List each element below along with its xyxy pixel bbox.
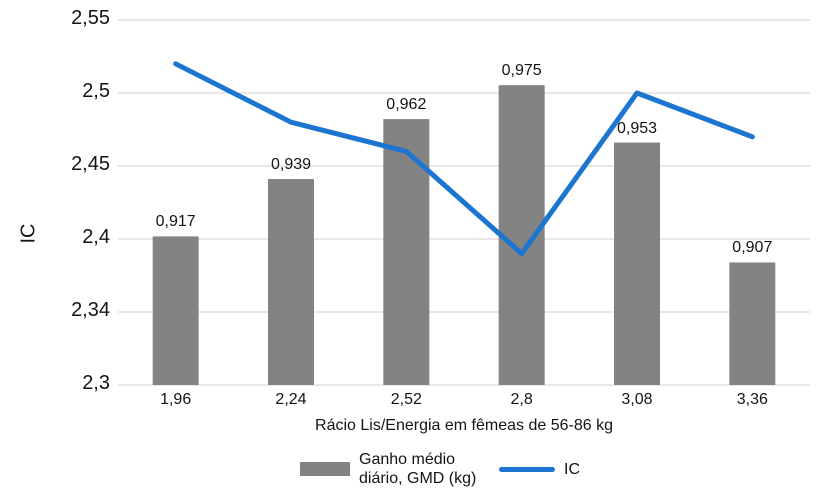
y-axis-title: IC	[17, 223, 40, 244]
bar-value-label: 0,975	[501, 62, 542, 80]
line-swatch-icon	[499, 466, 555, 472]
line-series	[173, 61, 755, 257]
bar-series	[152, 85, 776, 386]
bar-value-label: 0,907	[732, 239, 773, 257]
legend-label-ic: IC	[564, 460, 580, 478]
y-tick-label: 2,5	[82, 80, 110, 102]
legend-label-gmd: Ganho médio diário, GMD (kg)	[359, 451, 477, 488]
bar	[152, 236, 199, 385]
legend-item-ic: IC	[499, 460, 580, 479]
x-tick-label: 2,24	[275, 391, 307, 408]
bar-value-label: 0,939	[270, 156, 312, 174]
y-tick-label: 2,3	[82, 372, 110, 394]
x-tick-label: 3,08	[621, 391, 653, 408]
y-tick-label: 2,55	[71, 7, 110, 29]
x-tick-label: 3,36	[736, 391, 768, 408]
legend-item-gmd: Ganho médio diário, GMD (kg)	[300, 450, 485, 488]
bar	[614, 142, 660, 385]
x-tick-label: 1,96	[160, 391, 192, 408]
bar	[729, 262, 776, 385]
bar	[383, 119, 430, 386]
y-tick-label: 2,45	[71, 153, 110, 175]
bar-swatch-icon	[300, 462, 350, 477]
ic-line	[173, 61, 755, 257]
x-tick-label: 2,52	[390, 391, 422, 408]
y-tick-label: 2,4	[82, 226, 110, 248]
x-tick-label: 2,8	[510, 391, 533, 408]
bar	[268, 179, 314, 385]
legend: Ganho médio diário, GMD (kg) IC	[94, 450, 786, 488]
bar-value-label: 0,917	[155, 213, 196, 231]
y-tick-label: 2,34	[71, 299, 110, 321]
x-axis-title: Rácio Lis/Energia em fêmeas de 56-86 kg	[315, 417, 613, 434]
bar-value-label: 0,962	[386, 96, 427, 114]
bar-value-label: 0,953	[616, 119, 658, 137]
